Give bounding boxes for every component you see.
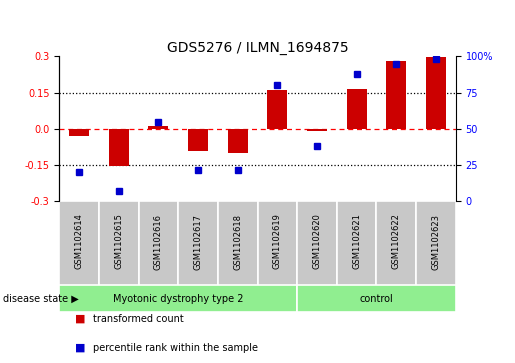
Bar (99, 201, 139, 285)
Bar (109, 129, 129, 166)
Text: control: control (359, 294, 393, 303)
Bar (426, 57, 446, 129)
Text: GSM1102622: GSM1102622 (392, 213, 401, 269)
Text: GSM1102615: GSM1102615 (114, 213, 123, 269)
Bar (297, 285, 456, 312)
Text: GSM1102618: GSM1102618 (233, 213, 242, 270)
Bar (267, 90, 287, 129)
Bar (307, 129, 327, 131)
Bar (258, 201, 297, 285)
Bar (386, 61, 406, 129)
Text: disease state ▶: disease state ▶ (3, 294, 78, 303)
Text: transformed count: transformed count (93, 314, 183, 324)
Text: GSM1102617: GSM1102617 (194, 213, 202, 270)
Text: ■: ■ (75, 314, 85, 324)
Bar (139, 201, 178, 285)
Bar (148, 126, 168, 129)
Bar (69, 129, 89, 136)
Text: GSM1102619: GSM1102619 (273, 213, 282, 269)
Title: GDS5276 / ILMN_1694875: GDS5276 / ILMN_1694875 (167, 41, 348, 55)
Text: Myotonic dystrophy type 2: Myotonic dystrophy type 2 (113, 294, 244, 303)
Bar (376, 201, 416, 285)
Bar (188, 129, 208, 151)
Text: GSM1102616: GSM1102616 (154, 213, 163, 270)
Bar (178, 201, 218, 285)
Bar (218, 201, 258, 285)
Bar (59, 201, 99, 285)
Bar (347, 89, 367, 129)
Text: GSM1102614: GSM1102614 (75, 213, 83, 269)
Bar (297, 201, 337, 285)
Text: ■: ■ (75, 343, 85, 353)
Bar (59, 285, 297, 312)
Bar (337, 201, 376, 285)
Bar (228, 129, 248, 153)
Text: GSM1102620: GSM1102620 (313, 213, 321, 269)
Bar (416, 201, 456, 285)
Text: GSM1102621: GSM1102621 (352, 213, 361, 269)
Text: percentile rank within the sample: percentile rank within the sample (93, 343, 258, 353)
Text: GSM1102623: GSM1102623 (432, 213, 440, 270)
